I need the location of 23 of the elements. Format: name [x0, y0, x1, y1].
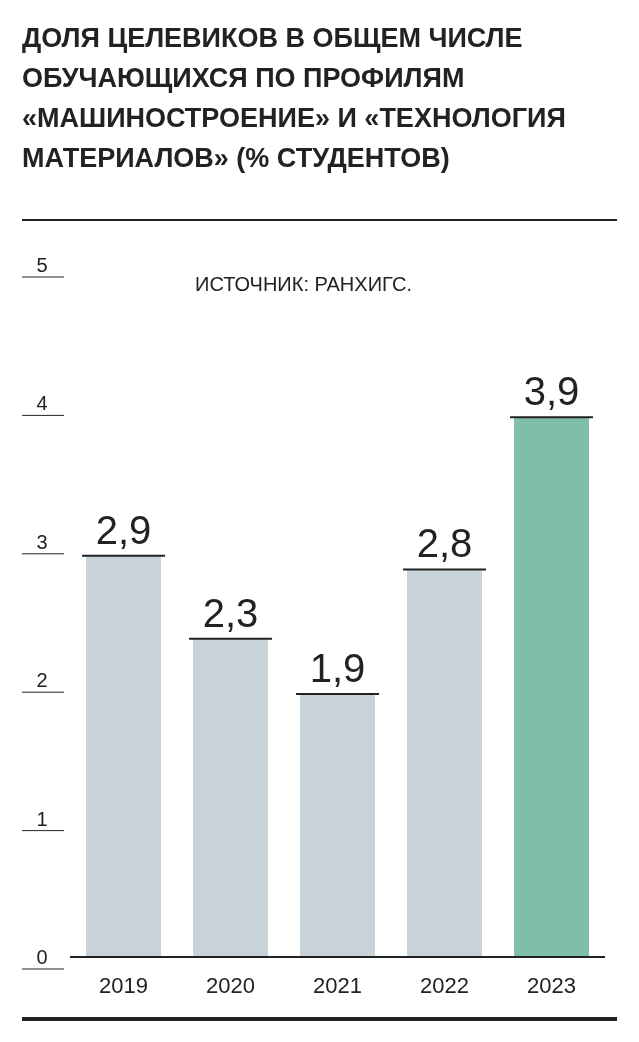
y-tick-label: 5: [36, 254, 48, 276]
x-tick-label: 2019: [99, 972, 148, 998]
y-tick-label: 1: [36, 807, 48, 830]
x-tick-label: 2023: [527, 972, 576, 998]
chart-title: ДОЛЯ ЦЕЛЕВИКОВ В ОБЩЕМ ЧИСЛЕ ОБУЧАЮЩИХСЯ ПО ПРОФИЛЯМ «МАШИНОСТРОЕНИЕ» И «ТЕХНОЛОГИЯ МАТЕРИАЛОВ» (% СТУДЕНТОВ): [22, 22, 567, 175]
bar: [86, 555, 162, 957]
data-label: 1,9: [309, 646, 366, 691]
x-tick-label: 2021: [313, 972, 362, 998]
data-label: 2,8: [416, 521, 473, 566]
y-tick-label: 4: [36, 392, 48, 415]
x-tick-label: 2020: [206, 972, 255, 998]
y-tick-label: 2: [36, 669, 48, 692]
bar: [193, 638, 269, 957]
y-tick-label: 3: [36, 530, 48, 553]
x-tick-label: 2022: [420, 972, 469, 998]
bar: [514, 417, 590, 957]
data-label: 2,3: [202, 590, 259, 635]
data-label: 2,9: [95, 507, 152, 552]
bar: [407, 569, 483, 957]
data-label: 3,9: [523, 369, 580, 414]
bar: [300, 694, 376, 957]
annotation: ИСТОЧНИК: РАНХИГС.: [195, 273, 412, 296]
y-tick-label: 0: [36, 946, 48, 968]
